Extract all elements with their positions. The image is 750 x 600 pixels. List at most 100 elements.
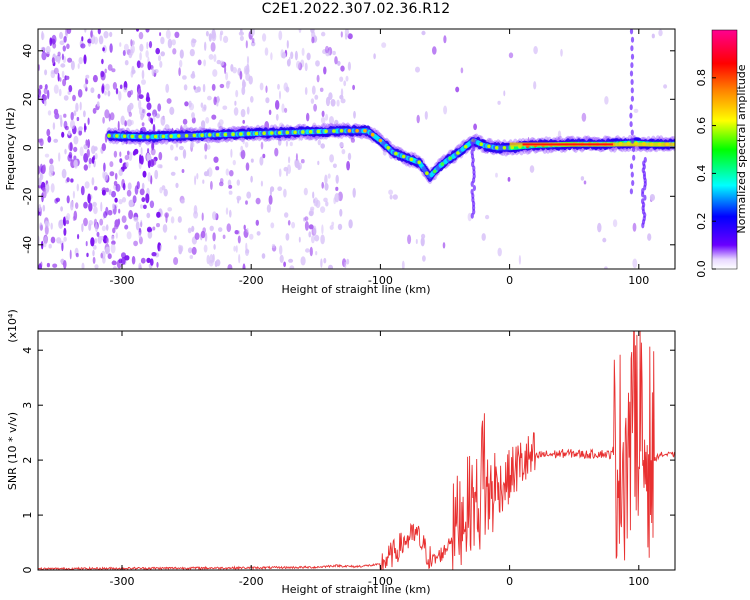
noise-speckle: [289, 141, 293, 147]
noise-speckle: [104, 68, 107, 74]
noise-speckle: [262, 153, 266, 159]
ridge-core: [262, 131, 266, 135]
noise-speckle: [38, 263, 42, 269]
noise-speckle: [325, 113, 329, 121]
noise-speckle: [178, 246, 183, 255]
noise-speckle: [649, 194, 656, 201]
streak: [632, 154, 636, 161]
ridge-hot-line-core: [522, 143, 613, 146]
noise-speckle: [182, 75, 187, 80]
noise-speckle: [271, 243, 276, 249]
noise-speckle: [333, 197, 337, 205]
noise-speckle: [58, 88, 62, 97]
noise-speckle: [88, 202, 93, 212]
noise-speckle: [216, 95, 220, 104]
noise-speckle: [94, 264, 99, 269]
noise-speckle: [270, 222, 275, 229]
noise-speckle: [102, 116, 105, 124]
noise-speckle: [284, 107, 288, 113]
ridge-core: [208, 133, 212, 137]
streak: [629, 104, 633, 111]
noise-speckle: [142, 170, 147, 178]
noise-speckle: [103, 162, 106, 172]
noise-speckle: [179, 49, 184, 59]
noise-speckle: [73, 135, 79, 145]
noise-speckle: [209, 253, 214, 264]
noise-speckle: [145, 29, 150, 33]
streak: [630, 95, 635, 102]
noise-speckle: [232, 159, 236, 166]
noise-speckle: [83, 164, 89, 171]
noise-speckle: [320, 258, 323, 268]
noise-speckle: [111, 68, 116, 73]
ridge-core: [479, 142, 484, 146]
noise-speckle: [581, 112, 587, 122]
noise-speckle: [112, 203, 115, 210]
streak: [629, 112, 633, 119]
noise-speckle: [92, 249, 95, 257]
noise-speckle: [442, 242, 446, 249]
noise-speckle: [138, 262, 142, 269]
noise-speckle: [251, 41, 256, 47]
noise-speckle: [632, 222, 637, 232]
noise-speckle: [61, 53, 64, 61]
noise-speckle: [283, 188, 287, 198]
noise-speckle: [139, 43, 144, 52]
ridge-core: [246, 131, 251, 136]
noise-speckle: [225, 72, 229, 81]
noise-speckle: [178, 67, 181, 77]
x-tick-label: 0: [506, 575, 513, 588]
noise-speckle: [139, 188, 145, 196]
noise-speckle: [146, 41, 149, 50]
noise-speckle: [325, 201, 329, 207]
noise-speckle: [189, 48, 195, 57]
noise-speckle: [152, 123, 156, 134]
noise-speckle: [259, 156, 264, 166]
noise-speckle: [100, 235, 104, 241]
noise-speckle: [304, 87, 308, 95]
ridge-core: [161, 134, 166, 139]
streak: [630, 137, 635, 144]
noise-speckle: [312, 191, 315, 199]
noise-speckle: [533, 46, 538, 55]
noise-speckle: [306, 52, 311, 61]
noise-speckle: [467, 212, 472, 222]
noise-speckle: [187, 227, 192, 234]
noise-speckle: [388, 189, 393, 195]
noise-speckle: [651, 33, 655, 39]
noise-speckle: [157, 242, 160, 252]
noise-speckle: [328, 92, 333, 100]
noise-speckle: [243, 81, 247, 88]
noise-speckle: [42, 204, 46, 212]
noise-speckle: [165, 83, 170, 93]
streak: [630, 62, 634, 69]
ridge-core: [409, 157, 414, 162]
streak: [632, 146, 636, 153]
noise-speckle: [45, 45, 51, 55]
noise-speckle: [222, 234, 226, 239]
noise-speckle: [50, 236, 56, 244]
noise-speckle: [191, 70, 195, 77]
noise-speckle: [105, 224, 109, 231]
noise-speckle: [401, 260, 405, 269]
noise-speckle: [38, 177, 42, 186]
noise-speckle: [285, 233, 290, 241]
streak: [629, 70, 634, 77]
noise-speckle: [182, 118, 188, 125]
noise-speckle: [308, 231, 312, 238]
noise-speckle: [38, 204, 42, 212]
y-tick-label: 40: [21, 44, 34, 58]
noise-speckle: [70, 178, 74, 183]
noise-speckle: [225, 81, 230, 89]
noise-speckle: [102, 171, 105, 179]
noise-speckle: [109, 31, 113, 38]
ridge-core: [347, 129, 352, 133]
noise-speckle: [128, 111, 132, 117]
noise-speckle: [529, 165, 535, 173]
noise-speckle: [240, 145, 244, 152]
ridge-core: [456, 151, 460, 155]
noise-speckle: [61, 70, 65, 79]
noise-speckle: [240, 29, 243, 35]
chart-title: C2E1.2022.307.02.36.R12: [261, 1, 451, 17]
noise-speckle: [51, 57, 55, 64]
